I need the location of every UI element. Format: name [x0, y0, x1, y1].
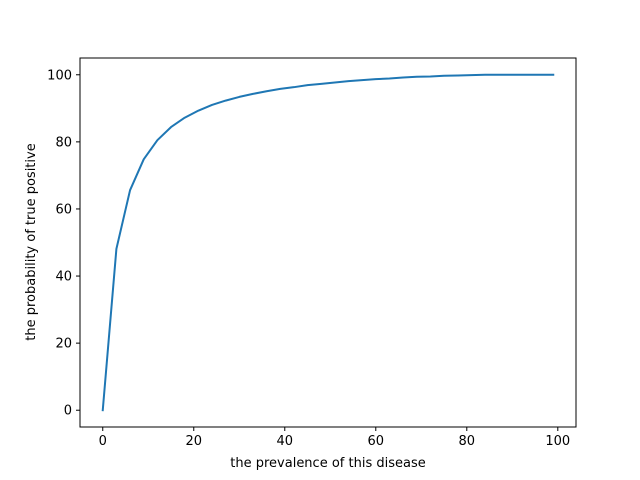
- x-axis-label: the prevalence of this disease: [230, 456, 425, 471]
- y-axis-ticks: 0 20 40 60 80 100: [47, 68, 80, 419]
- y-tick-label: 0: [64, 404, 72, 419]
- x-tick-label: 40: [276, 434, 293, 449]
- series-line-1: [101, 73, 555, 412]
- x-tick-label: 100: [545, 434, 570, 449]
- y-tick-label: 60: [55, 202, 72, 217]
- x-tick-label: 0: [99, 434, 107, 449]
- y-tick-label: 100: [47, 68, 72, 83]
- y-axis-label: the probability of true positive: [24, 143, 39, 340]
- x-tick-label: 60: [368, 434, 385, 449]
- y-tick-label: 40: [55, 270, 72, 285]
- axes-frame: [79, 57, 577, 428]
- plot-area: [101, 73, 555, 412]
- x-tick-label: 80: [459, 434, 476, 449]
- y-tick-label: 20: [55, 337, 72, 352]
- x-tick-label: 20: [185, 434, 202, 449]
- x-axis-ticks: 0 20 40 60 80 100: [99, 427, 570, 449]
- y-tick-label: 80: [55, 135, 72, 150]
